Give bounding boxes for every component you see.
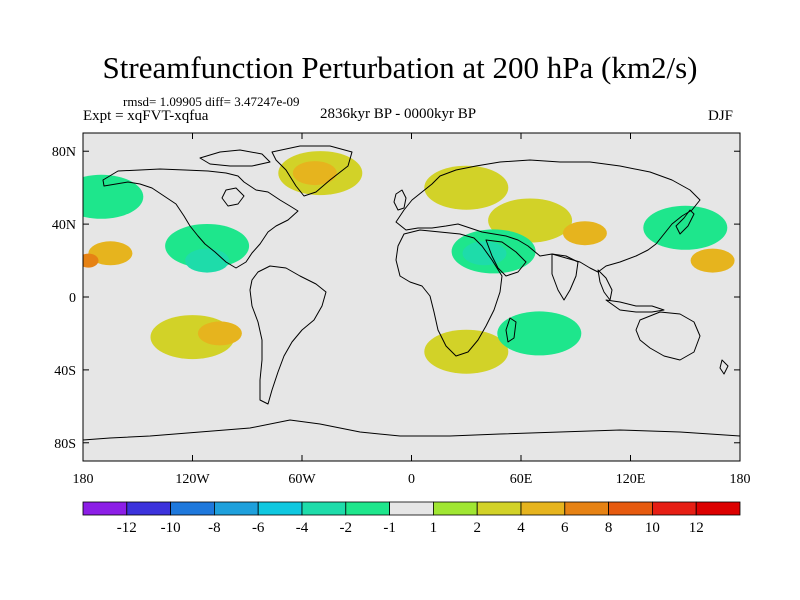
colorbar-box: [564, 501, 609, 516]
coast-antarctica: [83, 419, 740, 441]
season-label: DJF: [708, 108, 734, 124]
coast-arabia: [485, 239, 527, 277]
coast-indonesia: [605, 299, 665, 313]
coast-south-america: [249, 265, 327, 405]
coast-hudson-bay: [221, 187, 245, 207]
period-label: 2836kyr BP - 0000kyr BP: [320, 106, 477, 122]
colorbar-box: [520, 501, 566, 516]
y-tick-label: 40N: [52, 218, 76, 233]
anomaly-eurasia-north: [424, 165, 509, 210]
x-tick-label: 180: [73, 472, 94, 487]
anomaly-western-pacific: [690, 248, 735, 273]
y-tick-label: 80S: [54, 437, 76, 452]
colorbar-box: [389, 501, 434, 516]
anomaly-north-pacific: [83, 174, 144, 219]
colorbar-label: 4: [517, 520, 525, 536]
colorbar-box: [126, 501, 172, 516]
experiment-label: Expt = xqFVT-xqfua: [83, 108, 209, 124]
colorbar-label: -6: [252, 520, 265, 536]
colorbar-label: -10: [161, 520, 181, 536]
stats-label: rmsd= 1.09905 diff= 3.47247e-09: [123, 94, 300, 109]
y-tick-label: 0: [69, 291, 76, 306]
coast-japan: [675, 209, 695, 235]
colorbar-box: [82, 501, 128, 516]
x-tick-label: 180: [730, 472, 751, 487]
coast-india: [551, 253, 579, 301]
coast-se-asia: [597, 269, 613, 301]
x-tick-label: 60E: [510, 472, 533, 487]
axis-ticks: 180 120W 60W 0 60E 120E 180 80N 40N 0 40S 80S: [52, 133, 751, 487]
colorbar-box: [608, 501, 653, 516]
colorbar-label: 8: [605, 520, 613, 536]
y-tick-label: 80N: [52, 145, 76, 160]
anomaly-south-asia: [562, 221, 607, 246]
colorbar-label: 10: [645, 520, 660, 536]
anomaly-central-america-core: [185, 248, 230, 273]
colorbar-label: 2: [473, 520, 481, 536]
colorbar-label: 12: [689, 520, 704, 536]
coast-greenland: [271, 145, 353, 197]
chart-title: Streamfunction Perturbation at 200 hPa (…: [102, 50, 698, 85]
coast-madagascar: [505, 317, 517, 343]
colorbar-label: -4: [296, 520, 309, 536]
colorbar-box: [213, 501, 259, 516]
colorbar-box: [170, 501, 215, 516]
coast-australia: [635, 311, 701, 361]
colorbar-label: 1: [430, 520, 438, 536]
colorbar-box: [476, 501, 522, 516]
coast-new-zealand: [719, 359, 729, 375]
colorbar-label: 6: [561, 520, 569, 536]
coast-north-america: [102, 168, 299, 269]
map-background: [83, 133, 740, 461]
coast-africa: [395, 229, 503, 357]
anomaly-layer: [83, 151, 735, 374]
colorbar-box: [652, 501, 697, 516]
y-tick-label: 40S: [54, 364, 76, 379]
coast-eurasia: [395, 159, 701, 273]
coast-uk: [393, 189, 407, 211]
anomaly-greenland-core: [292, 161, 337, 186]
colorbar-label: -2: [340, 520, 353, 536]
x-tick-label: 120W: [175, 472, 210, 487]
anomaly-indian-ocean-s: [497, 311, 582, 356]
colorbar-box: [695, 501, 741, 516]
x-tick-label: 120E: [616, 472, 646, 487]
colorbar-label: -1: [383, 520, 396, 536]
anomaly-central-pacific-core: [83, 253, 99, 268]
colorbar-box: [432, 501, 478, 516]
anomaly-central-pacific-n: [88, 241, 133, 266]
colorbar-box: [345, 501, 390, 516]
anomaly-south-africa: [424, 329, 509, 374]
x-tick-label: 0: [408, 472, 415, 487]
colorbar-box: [257, 501, 303, 516]
x-tick-label: 60W: [288, 472, 316, 487]
colorbar-label: -12: [117, 520, 137, 536]
anomaly-south-pacific-core: [197, 321, 242, 346]
coast-canadian-islands: [199, 149, 271, 167]
colorbar: -12 -10 -8 -6 -4 -2 -1 1 2 4 6 8 10 12: [82, 501, 741, 536]
coastlines: [83, 145, 740, 441]
anomaly-middle-east-core: [462, 241, 507, 266]
colorbar-box: [301, 501, 347, 516]
colorbar-label: -8: [208, 520, 221, 536]
anomaly-western-north-pacific: [643, 205, 728, 250]
